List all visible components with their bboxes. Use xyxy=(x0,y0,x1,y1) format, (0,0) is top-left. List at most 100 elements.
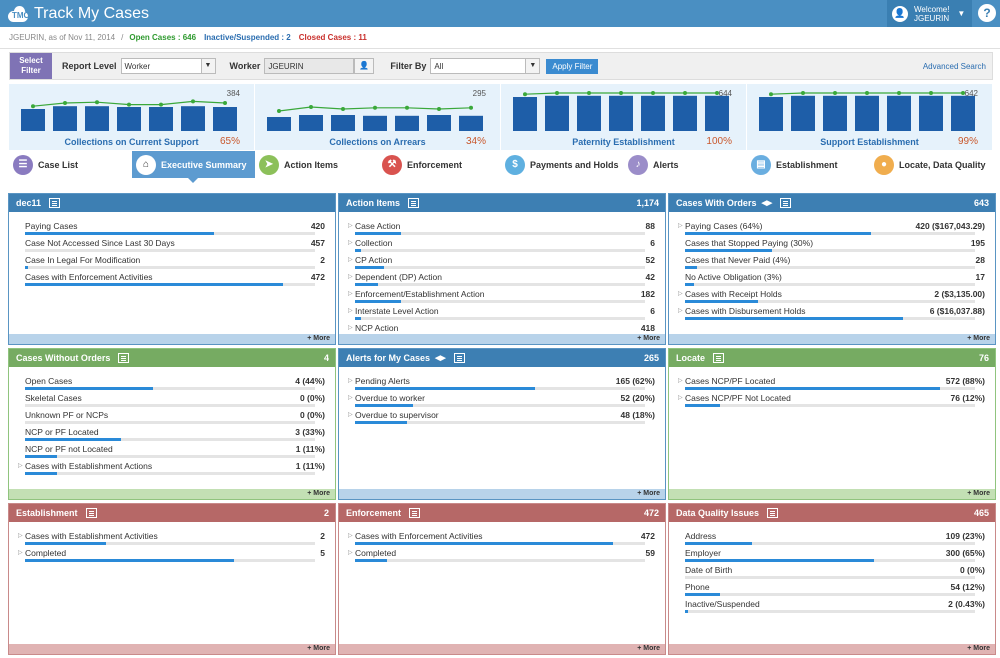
more-link[interactable]: + More xyxy=(9,644,335,654)
metric-row[interactable]: ▷ Cases with Receipt Holds 2 ($3,135.00) xyxy=(678,286,985,303)
expand-triangle-icon[interactable]: ▷ xyxy=(18,533,23,539)
metric-row[interactable]: ▷ Cases with Establishment Activities 2 xyxy=(18,528,325,545)
metric-row[interactable]: Phone 54 (12%) xyxy=(685,579,985,596)
metric-row[interactable]: NCP or PF not Located 1 (11%) xyxy=(25,441,325,458)
panel-nav-arrows-icon[interactable]: ◀▶ xyxy=(761,200,773,207)
more-link[interactable]: + More xyxy=(339,489,665,499)
expand-triangle-icon[interactable]: ▷ xyxy=(348,308,353,314)
metric-row[interactable]: Cases with Enforcement Activities 472 xyxy=(25,269,325,286)
expand-triangle-icon[interactable]: ▷ xyxy=(348,378,353,384)
metric-row[interactable]: Inactive/Suspended 2 (0.43%) xyxy=(685,596,985,613)
tab-enforcement[interactable]: ⚒ Enforcement xyxy=(378,151,501,178)
list-view-icon[interactable] xyxy=(767,508,779,518)
metric-row[interactable]: ▷ Cases with Disbursement Holds 6 ($16,037… xyxy=(678,303,985,320)
metric-row[interactable]: Cases that Never Paid (4%) 28 xyxy=(685,252,985,269)
metric-row[interactable]: Cases that Stopped Paying (30%) 195 xyxy=(685,235,985,252)
list-view-icon[interactable] xyxy=(49,198,61,208)
open-cases-count[interactable]: Open Cases : 646 xyxy=(129,33,197,42)
metric-row[interactable]: ▷ Cases NCP/PF Not Located 76 (12%) xyxy=(678,390,985,407)
metric-row[interactable]: ▷ Cases with Establishment Actions 1 (11%) xyxy=(18,458,325,475)
metric-row[interactable]: No Active Obligation (3%) 17 xyxy=(685,269,985,286)
select-filter-button[interactable]: Select Filter xyxy=(10,53,52,79)
metric-row[interactable]: Employer 300 (65%) xyxy=(685,545,985,562)
tab-locate-data-quality[interactable]: ● Locate, Data Quality xyxy=(870,151,993,178)
metric-row[interactable]: ▷ Overdue to worker 52 (20%) xyxy=(348,390,655,407)
filter-by-select[interactable]: All ▼ xyxy=(430,58,541,74)
expand-triangle-icon[interactable]: ▷ xyxy=(348,291,353,297)
expand-triangle-icon[interactable]: ▷ xyxy=(678,308,683,314)
metric-row[interactable]: Paying Cases 420 xyxy=(25,218,325,235)
advanced-search-link[interactable]: Advanced Search xyxy=(922,61,986,71)
more-link[interactable]: + More xyxy=(339,644,665,654)
report-level-select[interactable]: Worker ▼ xyxy=(120,58,216,74)
list-view-icon[interactable] xyxy=(780,198,792,208)
expand-triangle-icon[interactable]: ▷ xyxy=(348,325,353,331)
expand-triangle-icon[interactable]: ▷ xyxy=(348,533,353,539)
expand-triangle-icon[interactable]: ▷ xyxy=(678,395,683,401)
more-link[interactable]: + More xyxy=(9,489,335,499)
metric-row[interactable]: Case Not Accessed Since Last 30 Days 457 xyxy=(25,235,325,252)
expand-triangle-icon[interactable]: ▷ xyxy=(348,240,353,246)
tab-action-items[interactable]: ➤ Action Items xyxy=(255,151,378,178)
more-link[interactable]: + More xyxy=(669,334,995,344)
metric-row[interactable]: ▷ Paying Cases (64%) 420 ($167,043.29) xyxy=(678,218,985,235)
expand-triangle-icon[interactable]: ▷ xyxy=(678,291,683,297)
kpi-card[interactable]: 644 Paternity Establishment 100% xyxy=(501,84,747,150)
metric-row[interactable]: ▷ CP Action 52 xyxy=(348,252,655,269)
tab-alerts[interactable]: ♪ Alerts xyxy=(624,151,747,178)
apply-filter-button[interactable]: Apply Filter xyxy=(546,58,599,74)
expand-triangle-icon[interactable]: ▷ xyxy=(348,395,353,401)
more-link[interactable]: + More xyxy=(669,644,995,654)
list-view-icon[interactable] xyxy=(85,508,97,518)
metric-row[interactable]: NCP or PF Located 3 (33%) xyxy=(25,424,325,441)
panel-nav-arrows-icon[interactable]: ◀▶ xyxy=(435,355,446,362)
list-view-icon[interactable] xyxy=(713,353,725,363)
metric-row[interactable]: ▷ Interstate Level Action 6 xyxy=(348,303,655,320)
kpi-card[interactable]: 295 Collections on Arrears 34% xyxy=(255,84,501,150)
closed-cases-count[interactable]: Closed Cases : 11 xyxy=(298,33,367,42)
list-view-icon[interactable] xyxy=(453,353,465,363)
inactive-cases-count[interactable]: Inactive/Suspended : 2 xyxy=(204,33,291,42)
expand-triangle-icon[interactable]: ▷ xyxy=(348,412,353,418)
more-link[interactable]: + More xyxy=(669,489,995,499)
list-view-icon[interactable] xyxy=(408,198,420,208)
tab-executive-summary[interactable]: ⌂ Executive Summary xyxy=(132,151,255,183)
kpi-card[interactable]: 384 Collections on Current Support 65% xyxy=(9,84,255,150)
user-lookup-icon[interactable]: 👤 xyxy=(354,58,375,74)
metric-row[interactable]: ▷ Completed 59 xyxy=(348,545,655,562)
metric-row[interactable]: Open Cases 4 (44%) xyxy=(25,373,325,390)
metric-row[interactable]: Skeletal Cases 0 (0%) xyxy=(25,390,325,407)
list-view-icon[interactable] xyxy=(409,508,421,518)
worker-input[interactable]: JGEURIN xyxy=(264,58,355,74)
expand-triangle-icon[interactable]: ▷ xyxy=(348,550,353,556)
metric-row[interactable]: Date of Birth 0 (0%) xyxy=(685,562,985,579)
list-view-icon[interactable] xyxy=(118,353,130,363)
metric-row[interactable]: ▷ Cases NCP/PF Located 572 (88%) xyxy=(678,373,985,390)
kpi-card[interactable]: 642 Support Establishment 99% xyxy=(747,84,993,150)
metric-row[interactable]: ▷ Collection 6 xyxy=(348,235,655,252)
metric-row[interactable]: ▷ Case Action 88 xyxy=(348,218,655,235)
expand-triangle-icon[interactable]: ▷ xyxy=(18,550,23,556)
metric-row[interactable]: ▷ Completed 5 xyxy=(18,545,325,562)
metric-row[interactable]: ▷ Enforcement/Establishment Action 182 xyxy=(348,286,655,303)
tab-case-list[interactable]: ☰ Case List xyxy=(9,151,132,178)
expand-triangle-icon[interactable]: ▷ xyxy=(348,274,353,280)
metric-row[interactable]: Unknown PF or NCPs 0 (0%) xyxy=(25,407,325,424)
more-link[interactable]: + More xyxy=(339,334,665,344)
help-icon[interactable]: ? xyxy=(978,4,996,22)
tab-payments-and-holds[interactable]: $ Payments and Holds xyxy=(501,151,624,178)
expand-triangle-icon[interactable]: ▷ xyxy=(348,257,353,263)
expand-triangle-icon[interactable]: ▷ xyxy=(18,463,23,469)
expand-triangle-icon[interactable]: ▷ xyxy=(678,223,683,229)
more-link[interactable]: + More xyxy=(9,334,335,344)
metric-row[interactable]: Address 109 (23%) xyxy=(685,528,985,545)
metric-row[interactable]: Case In Legal For Modification 2 xyxy=(25,252,325,269)
expand-triangle-icon[interactable]: ▷ xyxy=(348,223,353,229)
metric-row[interactable]: ▷ Dependent (DP) Action 42 xyxy=(348,269,655,286)
tab-establishment[interactable]: ▤ Establishment xyxy=(747,151,870,178)
metric-row[interactable]: ▷ Pending Alerts 165 (62%) xyxy=(348,373,655,390)
expand-triangle-icon[interactable]: ▷ xyxy=(678,378,683,384)
metric-row[interactable]: ▷ Overdue to supervisor 48 (18%) xyxy=(348,407,655,424)
user-menu[interactable]: 👤 Welcome! JGEURIN ▼ xyxy=(887,0,972,27)
metric-row[interactable]: ▷ Cases with Enforcement Activities 472 xyxy=(348,528,655,545)
